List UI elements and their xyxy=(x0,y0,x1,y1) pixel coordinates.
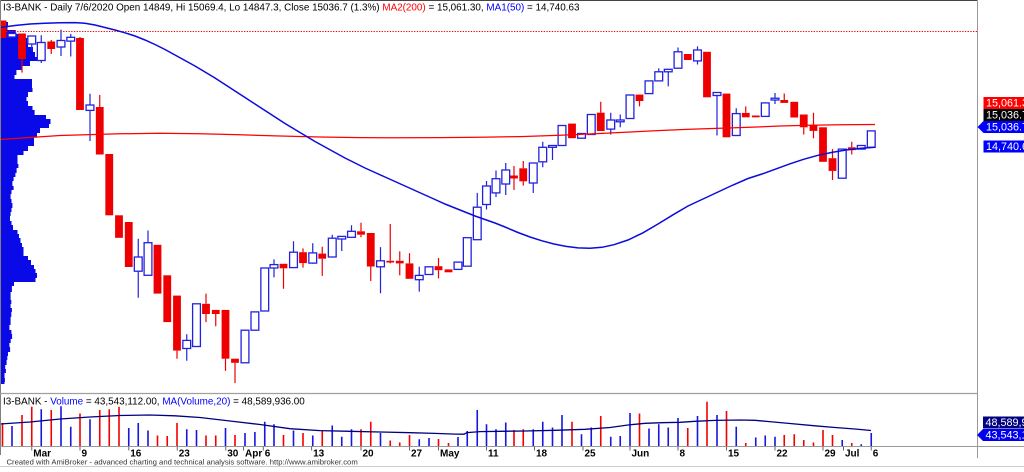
svg-text:25: 25 xyxy=(585,449,597,460)
svg-text:20: 20 xyxy=(363,449,375,460)
svg-text:43,543,112.00: 43,543,112.00 xyxy=(986,430,1024,442)
svg-text:29: 29 xyxy=(825,449,837,460)
svg-text:8: 8 xyxy=(680,449,686,460)
svg-text:15: 15 xyxy=(728,449,740,460)
svg-text:15,036.70: 15,036.70 xyxy=(986,110,1024,122)
svg-text:6: 6 xyxy=(873,449,879,460)
svg-text:11: 11 xyxy=(488,449,499,460)
svg-text:Jul: Jul xyxy=(845,449,860,460)
svg-text:May: May xyxy=(440,449,460,460)
svg-text:22: 22 xyxy=(777,449,789,460)
svg-text:27: 27 xyxy=(411,449,423,460)
svg-text:15,061.30: 15,061.30 xyxy=(986,98,1024,110)
svg-text:I3-BANK - Daily 7/6/2020 Open: I3-BANK - Daily 7/6/2020 Open 14849, Hi … xyxy=(3,3,580,14)
svg-text:I3-BANK - Volume = 43,543,112.: I3-BANK - Volume = 43,543,112.00, MA(Vol… xyxy=(3,397,305,408)
svg-text:15,036.70: 15,036.70 xyxy=(986,122,1024,134)
svg-text:18: 18 xyxy=(536,449,548,460)
svg-text:Created with AmiBroker - advan: Created with AmiBroker - advanced charti… xyxy=(7,458,358,467)
svg-text:Jun: Jun xyxy=(632,449,650,460)
svg-text:14,740.63: 14,740.63 xyxy=(986,141,1024,153)
svg-text:48,589,936.00: 48,589,936.00 xyxy=(986,417,1024,429)
